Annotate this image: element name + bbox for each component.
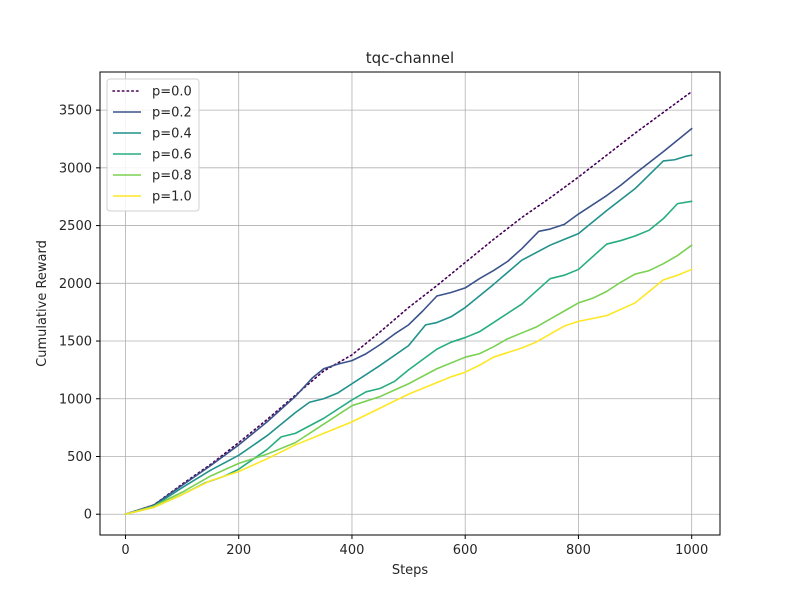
series-line-5: [124, 268, 693, 516]
y-axis-label: Cumulative Reward: [35, 240, 50, 367]
series-line-3: [124, 200, 693, 516]
legend-label: p=0.0: [152, 85, 192, 100]
x-tick-label: 400: [340, 543, 365, 558]
series-line-0: [124, 90, 693, 516]
legend-label: p=0.2: [152, 106, 192, 121]
y-tick-label: 500: [67, 450, 92, 465]
series-lines: [124, 90, 693, 516]
y-tick-label: 3500: [59, 104, 92, 119]
y-tick-label: 3000: [59, 161, 92, 176]
series-line-2: [124, 154, 693, 516]
y-tick-label: 2000: [59, 277, 92, 292]
x-tick-label: 600: [453, 543, 478, 558]
grid-lines: [100, 72, 720, 535]
series-line-4: [124, 244, 693, 516]
legend-label: p=1.0: [152, 190, 192, 205]
axis-ticks: 0 200 400 600 800 1000 0 500 1000 1500 2000 2500 300…: [59, 104, 708, 558]
chart-title: tqc-channel: [366, 49, 454, 67]
legend-label: p=0.8: [152, 169, 192, 184]
x-tick-label: 0: [121, 543, 129, 558]
x-tick-label: 1000: [675, 543, 708, 558]
y-tick-label: 2500: [59, 219, 92, 234]
legend-label: p=0.6: [152, 148, 192, 163]
y-tick-label: 1500: [59, 335, 92, 350]
y-tick-label: 0: [84, 508, 92, 523]
x-tick-label: 200: [226, 543, 251, 558]
x-tick-label: 800: [566, 543, 591, 558]
series-line-1: [124, 127, 693, 516]
legend: p=0.0 p=0.2 p=0.4 p=0.6 p=0.8 p=1.0: [106, 78, 200, 212]
legend-label: p=0.4: [152, 127, 192, 142]
y-tick-label: 1000: [59, 392, 92, 407]
x-axis-label: Steps: [392, 563, 429, 578]
plot-frame: [99, 71, 721, 536]
